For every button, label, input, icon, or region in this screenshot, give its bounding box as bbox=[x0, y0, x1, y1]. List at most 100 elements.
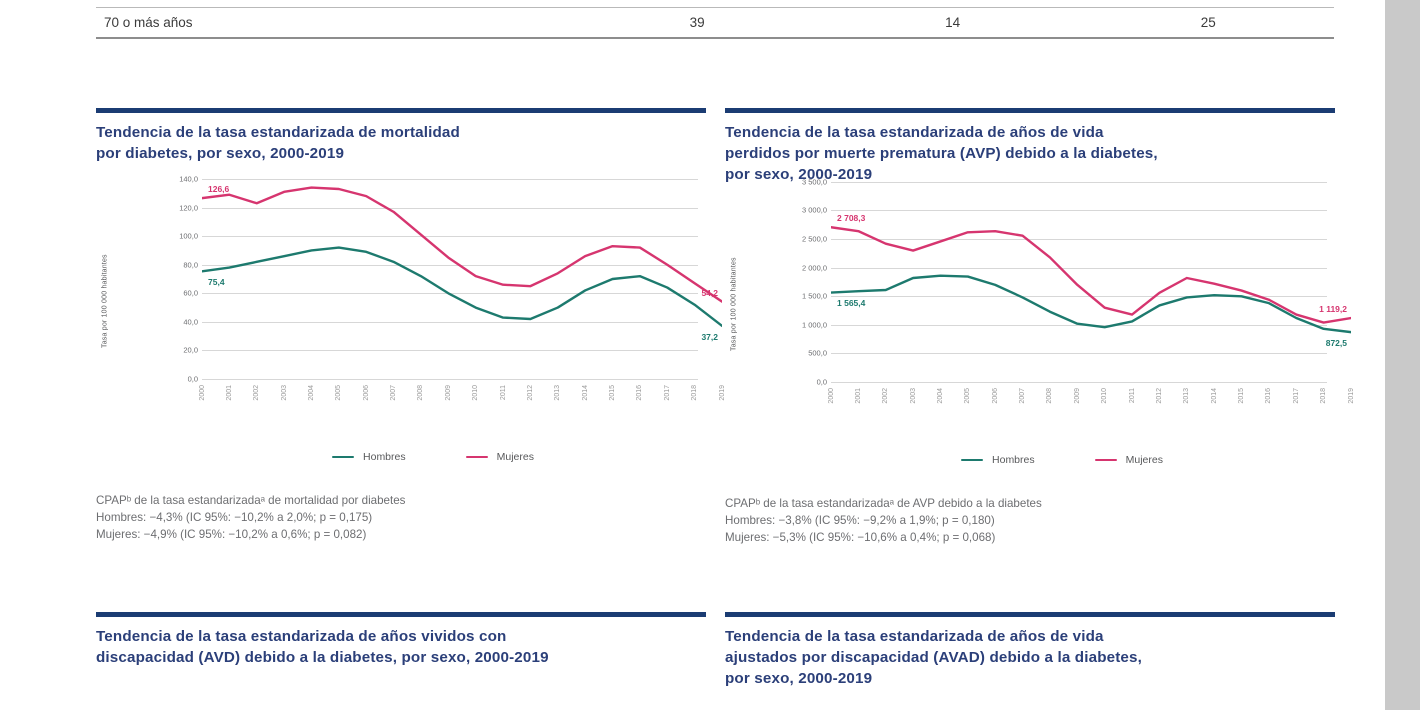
x-tick-label: 2008 bbox=[417, 384, 425, 401]
data-label: 1 119,2 bbox=[1319, 303, 1347, 314]
x-tick-label: 2003 bbox=[909, 387, 917, 404]
x-tick-label: 2013 bbox=[1183, 387, 1191, 404]
legend-swatch-mujeres bbox=[1094, 458, 1117, 462]
row-value-2: 11 bbox=[823, 0, 1079, 8]
document-page: 30 a 69 años 25 11 14 70 o más años 39 1… bbox=[0, 0, 1385, 710]
x-tick-label: 2005 bbox=[964, 387, 972, 404]
y-tick-label: 2 500,0 bbox=[801, 234, 827, 244]
footnote-line-3: Mujeres: −4,9% (IC 95%: −10,2% a 0,6%; p… bbox=[96, 527, 367, 541]
x-tick-label: 2009 bbox=[444, 384, 452, 401]
y-tick-label: 40,0 bbox=[183, 317, 198, 327]
x-tick-label: 2015 bbox=[1238, 387, 1246, 404]
footnote-line-1: CPAPᵇ de la tasa estandarizadaᵃ de morta… bbox=[96, 493, 406, 507]
chart-mortality: Tasa por 100 000 habitantes 0,0 20,0 40,0 6… bbox=[96, 174, 726, 479]
x-tick-label: 2004 bbox=[936, 387, 944, 404]
legend-swatch-hombres bbox=[332, 455, 355, 459]
data-label: 1 565,4 bbox=[837, 298, 866, 309]
x-tick-label: 2000 bbox=[198, 384, 206, 401]
gridline bbox=[202, 178, 698, 180]
row-label: 30 a 69 años bbox=[96, 0, 567, 8]
chart-lines bbox=[831, 225, 1351, 334]
x-tick-label: 2001 bbox=[854, 387, 862, 404]
chart-legend: Hombres Mujeres bbox=[789, 454, 1335, 466]
data-label: 126,6 bbox=[208, 184, 230, 195]
x-tick-label: 2002 bbox=[882, 387, 890, 404]
legend-item-mujeres: Mujeres bbox=[465, 450, 534, 463]
gridline bbox=[831, 210, 1327, 212]
panel-rule bbox=[725, 108, 1335, 113]
x-tick-label: 2003 bbox=[280, 384, 288, 401]
x-tick-label: 2017 bbox=[1292, 387, 1300, 404]
gridline bbox=[202, 236, 698, 238]
x-tick-label: 2000 bbox=[827, 387, 835, 404]
row-value-3: 25 bbox=[1200, 15, 1216, 30]
gridline bbox=[202, 321, 698, 323]
y-tick-label: 1 000,0 bbox=[801, 320, 827, 330]
panel-rule bbox=[96, 108, 706, 113]
x-tick-label: 2004 bbox=[307, 384, 315, 401]
page-margin bbox=[1385, 0, 1420, 710]
data-label: 54,2 bbox=[701, 287, 718, 298]
x-tick-label: 2001 bbox=[225, 384, 233, 401]
legend-label-hombres: Hombres bbox=[992, 453, 1035, 466]
x-tick-label: 2018 bbox=[1320, 387, 1328, 404]
x-tick-label: 2007 bbox=[1019, 387, 1027, 404]
y-tick-label: 0,0 bbox=[187, 374, 198, 384]
gridline bbox=[831, 324, 1327, 326]
y-tick-label: 0,0 bbox=[816, 377, 827, 387]
panel-avad: Tendencia de la tasa estandarizada de añ… bbox=[725, 612, 1335, 690]
gridline bbox=[831, 239, 1327, 241]
x-tick-label: 2016 bbox=[1265, 387, 1273, 404]
footnote-line-1: CPAPᵇ de la tasa estandarizadaᵃ de AVP d… bbox=[725, 496, 1042, 510]
summary-table: 30 a 69 años 25 11 14 70 o más años 39 1… bbox=[96, 0, 1334, 39]
x-tick-label: 2018 bbox=[691, 384, 699, 401]
legend-item-mujeres: Mujeres bbox=[1094, 453, 1163, 466]
legend-swatch-mujeres bbox=[465, 455, 488, 459]
x-tick-label: 2002 bbox=[253, 384, 261, 401]
legend-label-mujeres: Mujeres bbox=[1125, 453, 1163, 466]
x-tick-label: 2010 bbox=[472, 384, 480, 401]
gridline bbox=[831, 296, 1327, 298]
legend-label-mujeres: Mujeres bbox=[496, 450, 534, 463]
y-tick-label: 500,0 bbox=[808, 348, 827, 358]
data-label: 75,4 bbox=[208, 277, 225, 288]
panel-avp: Tendencia de la tasa estandarizada de añ… bbox=[725, 108, 1355, 546]
x-tick-label: 2011 bbox=[499, 384, 507, 400]
x-tick-label: 2012 bbox=[526, 384, 534, 401]
row-value-3: 14 bbox=[1078, 0, 1334, 8]
x-tick-label: 2005 bbox=[335, 384, 343, 401]
gridline bbox=[202, 264, 698, 266]
footnote-mortality: CPAPᵇ de la tasa estandarizadaᵃ de morta… bbox=[96, 493, 706, 543]
x-tick-label: 2006 bbox=[362, 384, 370, 401]
x-tick-label: 2012 bbox=[1155, 387, 1163, 404]
gridline bbox=[831, 381, 1327, 383]
panel-mortality: Tendencia de la tasa estandarizada de mo… bbox=[96, 108, 726, 543]
y-tick-label: 20,0 bbox=[183, 345, 198, 355]
gridline bbox=[831, 181, 1327, 183]
y-tick-label: 80,0 bbox=[183, 260, 198, 270]
data-label: 2 708,3 bbox=[837, 213, 866, 224]
row-value-2: 14 bbox=[945, 15, 961, 30]
footnote-line-2: Hombres: −4,3% (IC 95%: −10,2% a 2,0%; p… bbox=[96, 510, 373, 524]
series-line-mujeres bbox=[202, 186, 722, 303]
x-tick-label: 2017 bbox=[663, 384, 671, 401]
legend-swatch-hombres bbox=[961, 458, 984, 462]
footnote-line-2: Hombres: −3,8% (IC 95%: −9,2% a 1,9%; p … bbox=[725, 513, 995, 527]
row-value-1: 39 bbox=[689, 15, 705, 30]
y-tick-label: 100,0 bbox=[179, 231, 198, 241]
table-row: 30 a 69 años 25 11 14 bbox=[96, 0, 1334, 8]
row-label: 70 o más años bbox=[104, 15, 193, 30]
y-axis-title: Tasa por 100 000 habitantes bbox=[101, 254, 109, 348]
chart-lines bbox=[202, 186, 722, 327]
x-tick-label: 2014 bbox=[581, 384, 589, 401]
x-tick-label: 2014 bbox=[1210, 387, 1218, 404]
gridline bbox=[202, 378, 698, 380]
y-tick-label: 120,0 bbox=[179, 203, 198, 212]
y-axis-title: Tasa por 100 000 habitantes bbox=[730, 257, 738, 351]
row-value-1: 25 bbox=[567, 0, 823, 8]
panel-title-avd: Tendencia de la tasa estandarizada de añ… bbox=[96, 628, 549, 666]
x-tick-label: 2009 bbox=[1073, 387, 1081, 404]
gridline bbox=[202, 207, 698, 209]
y-tick-label: 60,0 bbox=[183, 288, 198, 298]
x-tick-label: 2016 bbox=[636, 384, 644, 401]
